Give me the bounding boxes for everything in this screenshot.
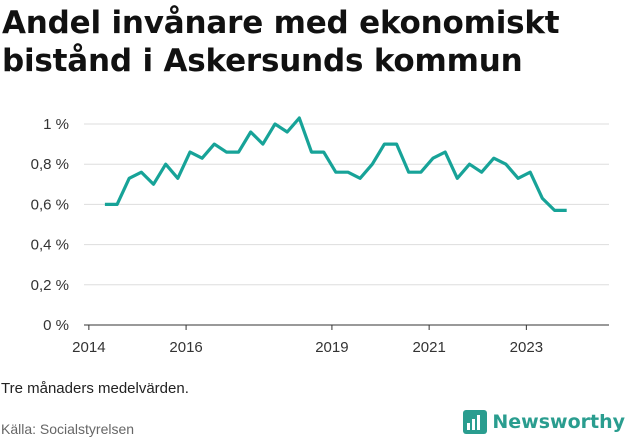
x-tick-label: 2021: [412, 339, 445, 356]
axes: [84, 324, 609, 330]
x-tick-label: 2014: [72, 339, 105, 356]
x-tick-label: 2016: [169, 339, 202, 356]
y-tick-label: 1 %: [43, 116, 69, 133]
y-tick-label: 0,8 %: [31, 156, 69, 173]
source-text: Källa: Socialstyrelsen: [1, 421, 135, 437]
brand-logo[interactable]: Newsworthy: [463, 408, 625, 436]
newsworthy-icon: [463, 410, 488, 434]
y-tick-label: 0 %: [43, 317, 69, 334]
x-tick-label: 2019: [315, 339, 348, 356]
y-tick-label: 0,6 %: [31, 196, 69, 213]
y-tick-label: 0,4 %: [31, 237, 69, 254]
series-layer: [104, 116, 567, 212]
y-tick-labels: 0 % 0,2 % 0,4 % 0,6 % 0,8 % 1 %: [31, 116, 69, 334]
x-tick-label: 2023: [510, 339, 543, 356]
chart-title: Andel invånare med ekonomiskt bistånd i …: [2, 5, 560, 79]
gridlines: [84, 123, 609, 286]
brand-name: Newsworthy: [492, 411, 625, 433]
y-tick-label: 0,2 %: [31, 277, 69, 294]
series-line: [104, 116, 567, 212]
x-tick-labels: 2014 2016 2019 2021 2023: [72, 339, 543, 356]
chart-note: Tre månaders medelvärden.: [1, 380, 189, 397]
